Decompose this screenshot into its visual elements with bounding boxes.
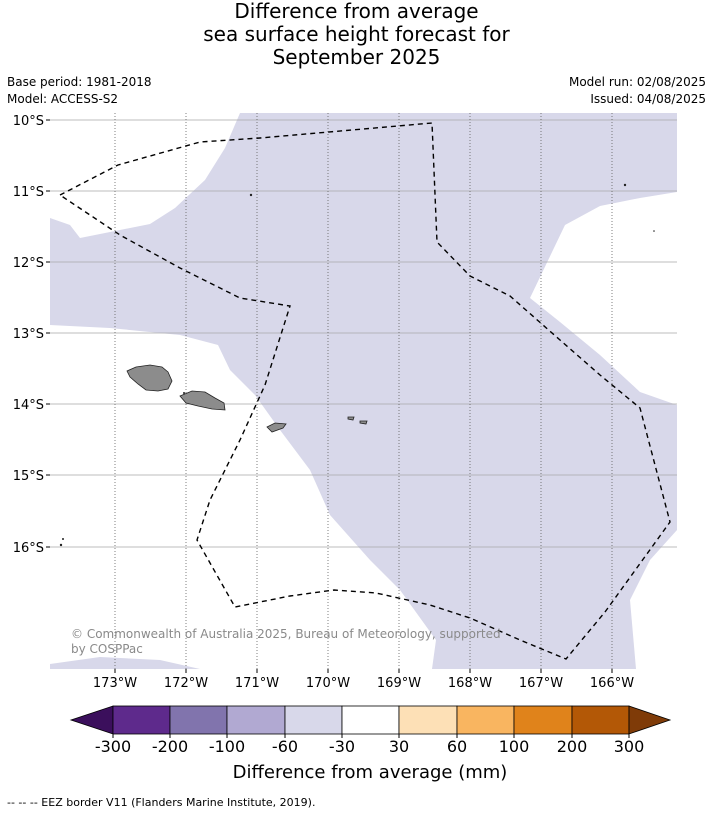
eez-legend-note: -- -- -- EEZ border V11 (Flanders Marine… [7, 796, 316, 809]
island-aunuu [347, 416, 355, 421]
lon-ticks [114, 669, 613, 673]
colorbar-extend-high [628, 705, 672, 735]
eez-borders [59, 122, 671, 660]
title-line-2: sea surface height forecast for [203, 22, 510, 46]
lat-label-11s: 11°S [13, 185, 44, 200]
copyright-line-2: by COSPPac [71, 642, 143, 656]
lon-label-171w: 171°W [235, 676, 279, 691]
colorbar-segment-3 [226, 705, 286, 735]
colorbar-segment-9 [571, 705, 630, 735]
lon-label-170w: 170°W [306, 676, 350, 691]
title-line-3: September 2025 [272, 45, 441, 69]
lat-label-13s: 13°S [13, 327, 44, 342]
colorbar-tick-label: 300 [614, 737, 645, 756]
colorbar-tick-label: -60 [272, 737, 298, 756]
islets [59, 183, 655, 547]
meta-right: Model run: 02/08/2025 Issued: 04/08/2025 [569, 74, 706, 108]
colorbar-segment-5 [341, 705, 400, 735]
colorbar-tick-label: 30 [389, 737, 409, 756]
lat-label-15s: 15°S [13, 469, 44, 484]
colorbar-title: Difference from average (mm) [233, 762, 508, 783]
colorbar-segment-6 [398, 705, 458, 735]
model-run: Model run: 02/08/2025 [568, 75, 706, 89]
lon-label-172w: 172°W [164, 676, 208, 691]
model-name: Model: ACCESS-S2 [7, 92, 119, 106]
land [126, 364, 368, 433]
island-ofu [359, 420, 368, 425]
island-tutuila [266, 422, 287, 433]
island-savaii [126, 364, 173, 392]
colorbar-segment-2 [169, 705, 228, 735]
map-title: Difference from average sea surface heig… [0, 0, 713, 69]
colorbar-tick-label: -100 [209, 737, 245, 756]
copyright-line-1: © Commonwealth of Australia 2025, Bureau… [71, 627, 501, 641]
lat-label-14s: 14°S [13, 398, 44, 413]
colorbar-tick-label: -30 [329, 737, 355, 756]
lat-ticks [46, 119, 50, 548]
meta-left: Base period: 1981-2018 Model: ACCESS-S2 [7, 74, 152, 108]
title-line-1: Difference from average [234, 0, 479, 23]
lon-label-167w: 167°W [519, 676, 563, 691]
lat-label-12s: 12°S [13, 256, 44, 271]
colorbar-segment-4 [284, 705, 343, 735]
island-upolu [179, 390, 226, 411]
colorbar-extend-low [69, 705, 114, 735]
colorbar-ticks [112, 734, 630, 738]
colorbar-tick-label: 100 [499, 737, 530, 756]
graticule [50, 119, 677, 548]
colorbar-tick-label: -300 [95, 737, 131, 756]
lon-label-173w: 173°W [93, 676, 137, 691]
lon-label-168w: 168°W [448, 676, 492, 691]
colorbar-segment-1 [112, 705, 171, 735]
colorbar-tick-label: 60 [447, 737, 467, 756]
colorbar-tick-label: -200 [152, 737, 188, 756]
base-period: Base period: 1981-2018 [7, 75, 152, 89]
lat-label-16s: 16°S [13, 541, 44, 556]
eez-samoa [59, 122, 671, 660]
colorbar-segment-7 [456, 705, 515, 735]
issued-date: Issued: 04/08/2025 [590, 92, 706, 106]
lon-label-166w: 166°W [590, 676, 634, 691]
colorbar [69, 705, 672, 735]
lon-label-169w: 169°W [377, 676, 421, 691]
anomaly-region-main [50, 113, 677, 669]
lat-label-10s: 10°S [13, 114, 44, 129]
colorbar-segment-8 [513, 705, 573, 735]
colorbar-tick-label: 200 [557, 737, 588, 756]
anomaly-region-south [50, 657, 200, 669]
